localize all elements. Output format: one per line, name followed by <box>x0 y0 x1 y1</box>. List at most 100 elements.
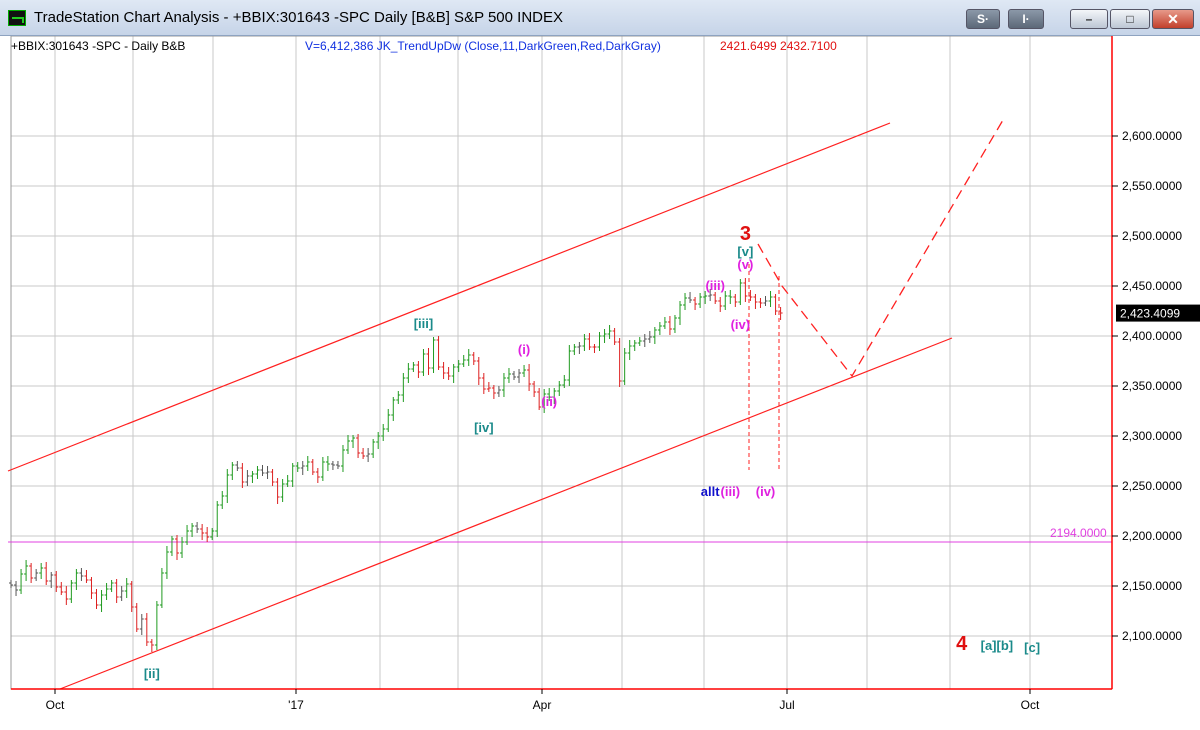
y-axis-tick-label: 2,400.0000 <box>1122 329 1182 343</box>
price-bar <box>59 582 64 595</box>
price-bar <box>758 298 763 308</box>
y-axis-tick-label: 2,100.0000 <box>1122 629 1182 643</box>
price-bar <box>602 329 607 343</box>
price-bar <box>164 546 169 579</box>
chart-panel[interactable]: 2194.0000 [iii] [iv] [ii] (i) (ii) (iii) (iv) (… <box>0 35 1200 725</box>
price-bar <box>64 586 69 605</box>
price-bar <box>386 409 391 432</box>
price-bar <box>592 344 597 353</box>
price-bar <box>517 369 522 383</box>
wave-label: (iii) <box>705 278 725 293</box>
price-bar <box>642 334 647 347</box>
wave-label: [v] <box>737 244 753 259</box>
price-bar <box>491 385 496 399</box>
price-bar <box>180 537 185 558</box>
price-bar <box>677 301 682 325</box>
y-axis-tick-label: 2,450.0000 <box>1122 279 1182 293</box>
price-bar <box>240 463 245 488</box>
y-axis-tick-label: 2,300.0000 <box>1122 429 1182 443</box>
x-axis-tick-label: '17 <box>288 698 304 712</box>
price-bar <box>320 457 325 481</box>
x-axis-tick-label: Apr <box>533 698 552 712</box>
price-bar <box>733 294 738 307</box>
price-bar <box>597 332 602 351</box>
price-bar <box>381 424 386 441</box>
wave-label: (i) <box>518 342 530 357</box>
price-bar <box>169 536 174 556</box>
interval-link-button[interactable]: I· <box>1008 9 1044 29</box>
close-button[interactable]: ✕ <box>1152 9 1194 29</box>
price-bar <box>723 291 728 310</box>
price-bar <box>99 590 104 612</box>
price-bar <box>265 466 270 479</box>
price-bar <box>330 461 335 470</box>
horizontal-level-label: 2194.0000 <box>1050 526 1107 540</box>
wave-label: (iv) <box>731 317 751 332</box>
price-bar <box>185 525 190 545</box>
price-bar <box>481 373 486 394</box>
price-bar <box>401 373 406 402</box>
price-bar <box>471 352 476 365</box>
price-bar <box>647 331 652 343</box>
price-bar <box>456 360 461 372</box>
price-bar <box>587 333 592 350</box>
price-bar <box>461 355 466 367</box>
price-bar <box>496 386 501 397</box>
wave-label: [c] <box>1024 640 1040 655</box>
price-bar <box>300 461 305 475</box>
price-bar <box>441 362 446 379</box>
price-bar <box>285 475 290 487</box>
wave-label: 3 <box>740 223 751 245</box>
wave-label: [ii] <box>144 666 160 681</box>
price-bar <box>557 381 562 396</box>
trend-channel: 2194.0000 <box>7 119 1112 690</box>
wave-label: (v) <box>737 257 753 272</box>
price-bar <box>582 334 587 351</box>
y-axis-tick-label: 2,350.0000 <box>1122 379 1182 393</box>
price-bar <box>672 315 677 333</box>
price-bar <box>486 382 491 392</box>
price-bar <box>340 445 345 472</box>
price-bar <box>693 297 698 310</box>
price-bar <box>476 357 481 385</box>
price-chart[interactable]: 2194.0000 [iii] [iv] [ii] (i) (ii) (iii) (iv) (… <box>0 35 1200 725</box>
symbol-link-button[interactable]: S· <box>966 9 1000 29</box>
price-bar <box>174 535 179 560</box>
price-bar <box>652 327 657 344</box>
maximize-button[interactable]: □ <box>1110 9 1150 29</box>
channel-upper-line <box>7 122 891 472</box>
price-bar <box>698 293 703 308</box>
price-bar <box>431 337 436 373</box>
price-bar <box>768 291 773 307</box>
price-bar <box>139 614 144 635</box>
chart-grid <box>10 35 1113 690</box>
minimize-button[interactable]: – <box>1070 9 1108 29</box>
price-bar <box>305 456 310 471</box>
price-bar <box>567 345 572 386</box>
price-bar <box>215 501 220 537</box>
price-bar <box>346 435 351 454</box>
price-bar <box>235 461 240 471</box>
price-bar <box>552 388 557 404</box>
price-bar <box>39 563 44 579</box>
price-bar <box>310 459 315 475</box>
price-bar <box>637 337 642 346</box>
price-bar <box>421 349 426 376</box>
y-axis-tick-label: 2,250.0000 <box>1122 479 1182 493</box>
price-bar <box>230 462 235 480</box>
wave-annotations: [iii] [iv] [ii] (i) (ii) (iii) (iv) (v)[v]3 allt… <box>144 223 1040 681</box>
price-bar <box>708 289 713 301</box>
price-bar <box>54 571 59 592</box>
price-bar <box>718 297 723 312</box>
price-bar <box>773 294 778 315</box>
price-bar <box>29 563 34 583</box>
price-bar <box>562 375 567 388</box>
price-bar <box>466 349 471 366</box>
price-bar <box>426 348 431 375</box>
price-bar <box>396 391 401 404</box>
price-bar <box>622 348 627 385</box>
price-bar <box>416 361 421 378</box>
price-bar <box>351 435 356 448</box>
last-price-label: 2,423.4099 <box>1120 307 1180 321</box>
price-bar <box>778 307 783 320</box>
